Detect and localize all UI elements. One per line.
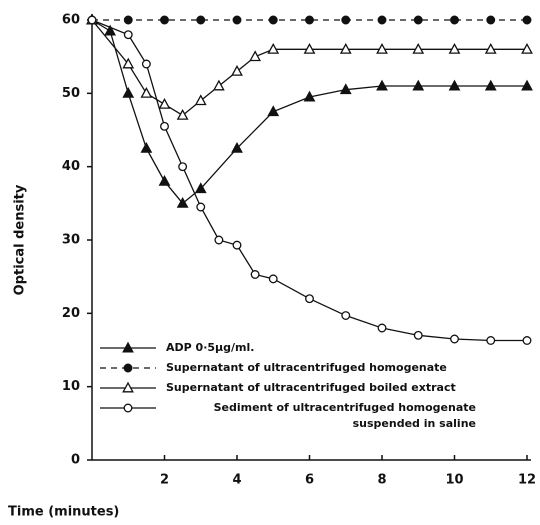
marker (122, 57, 135, 69)
marker (412, 42, 425, 54)
marker (341, 15, 351, 25)
marker (522, 336, 532, 345)
marker (521, 42, 533, 54)
marker (158, 97, 171, 109)
marker (486, 15, 496, 25)
x-tick-label: 12 (518, 473, 536, 488)
marker (412, 79, 425, 91)
marker (521, 79, 533, 91)
marker (176, 196, 189, 208)
marker (305, 15, 314, 25)
x-tick-label: 10 (445, 473, 463, 488)
y-tick-label: 30 (62, 233, 80, 248)
x-tick-label: 2 (160, 473, 169, 488)
legend-marker (122, 381, 134, 393)
legend-marker (122, 341, 134, 353)
marker (268, 274, 278, 284)
marker (267, 105, 280, 117)
marker (377, 15, 387, 25)
marker (484, 79, 497, 91)
marker (303, 90, 316, 102)
marker (413, 330, 423, 340)
marker (267, 42, 280, 54)
marker (214, 235, 224, 245)
legend-label: Sediment of ultracentrifuged homogenate … (213, 401, 476, 430)
marker (140, 141, 153, 153)
marker (341, 311, 351, 320)
marker (196, 202, 206, 212)
marker (176, 108, 189, 120)
marker (141, 59, 151, 69)
marker (158, 174, 171, 186)
legend-label: Supernatant of ultracentrifuged homogena… (166, 361, 447, 374)
marker (140, 86, 153, 98)
marker (450, 334, 459, 344)
marker (486, 336, 496, 345)
y-tick-label: 60 (62, 13, 80, 28)
marker (377, 323, 387, 333)
marker (268, 15, 278, 25)
marker (122, 86, 135, 98)
y-tick-label: 40 (62, 159, 80, 174)
y-axis-label: Optical density (13, 184, 28, 295)
marker (339, 42, 352, 54)
marker (250, 270, 260, 279)
marker (450, 15, 459, 25)
legend-marker (123, 403, 133, 413)
marker (522, 15, 532, 25)
marker (87, 15, 97, 25)
series-line (91, 19, 527, 205)
marker (249, 50, 262, 62)
marker (160, 15, 169, 25)
marker (123, 15, 133, 25)
marker (303, 42, 316, 54)
marker (484, 42, 497, 54)
marker (231, 64, 243, 76)
legend-marker (123, 363, 133, 373)
marker (104, 24, 117, 36)
marker (448, 79, 461, 91)
marker (196, 15, 206, 25)
legend-label: Supernatant of ultracentrifuged boiled e… (166, 381, 456, 394)
marker (194, 94, 207, 106)
y-tick-label: 50 (62, 86, 80, 101)
marker (232, 15, 242, 25)
legend-label: ADP 0·5µg/ml. (166, 341, 255, 354)
marker (194, 182, 207, 194)
marker (376, 42, 388, 54)
marker (376, 79, 388, 91)
series-line (91, 19, 527, 342)
marker (160, 121, 169, 131)
marker (212, 79, 225, 91)
marker (448, 42, 461, 54)
x-axis-label: Time (minutes) (8, 505, 119, 520)
marker (232, 240, 242, 250)
marker (413, 15, 423, 25)
marker (178, 162, 188, 172)
y-tick-label: 20 (62, 306, 80, 321)
x-tick-label: 4 (232, 473, 241, 488)
x-tick-label: 6 (305, 473, 314, 488)
y-tick-label: 0 (71, 453, 80, 468)
marker (305, 294, 314, 304)
x-tick-label: 8 (377, 473, 386, 488)
marker (339, 83, 352, 95)
marker (123, 30, 133, 40)
marker (231, 141, 243, 153)
y-tick-label: 10 (62, 379, 80, 394)
